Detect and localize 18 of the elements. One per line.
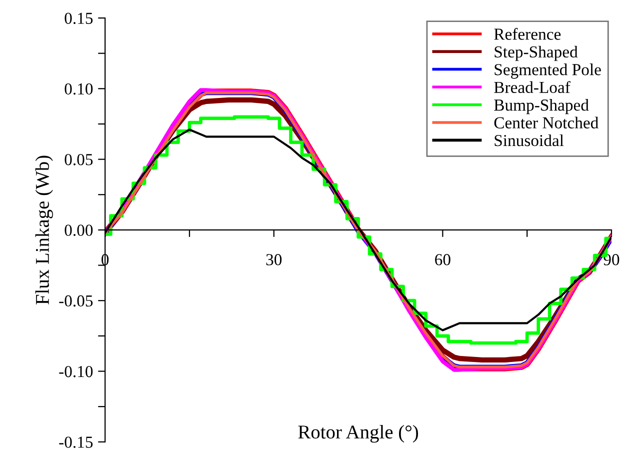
y-tick-label: -0.05 <box>59 295 93 307</box>
legend-label: Reference <box>494 28 561 40</box>
legend-label: Sinusoidal <box>494 134 564 146</box>
x-tick-label: 60 <box>435 254 450 266</box>
y-tick-label: -0.10 <box>59 366 93 378</box>
legend-label: Bread-Loaf <box>494 81 570 94</box>
legend-label: Step-Shaped <box>494 46 578 61</box>
legend-label: Bump-Shaped <box>494 99 589 114</box>
legend-label: Segmented Pole <box>494 64 601 79</box>
y-tick-label: 0.00 <box>64 224 93 236</box>
y-tick-label: 0.10 <box>64 83 93 95</box>
legend-label: Center Notched <box>494 116 598 128</box>
y-tick-label: 0.15 <box>64 12 93 24</box>
x-axis-title: Rotor Angle (°) <box>298 424 418 443</box>
y-tick-label: 0.05 <box>64 154 93 166</box>
y-axis-title: Flux Linkage (Wb) <box>35 156 53 304</box>
x-tick-label: 30 <box>266 254 282 266</box>
y-tick-label: -0.15 <box>59 436 93 448</box>
